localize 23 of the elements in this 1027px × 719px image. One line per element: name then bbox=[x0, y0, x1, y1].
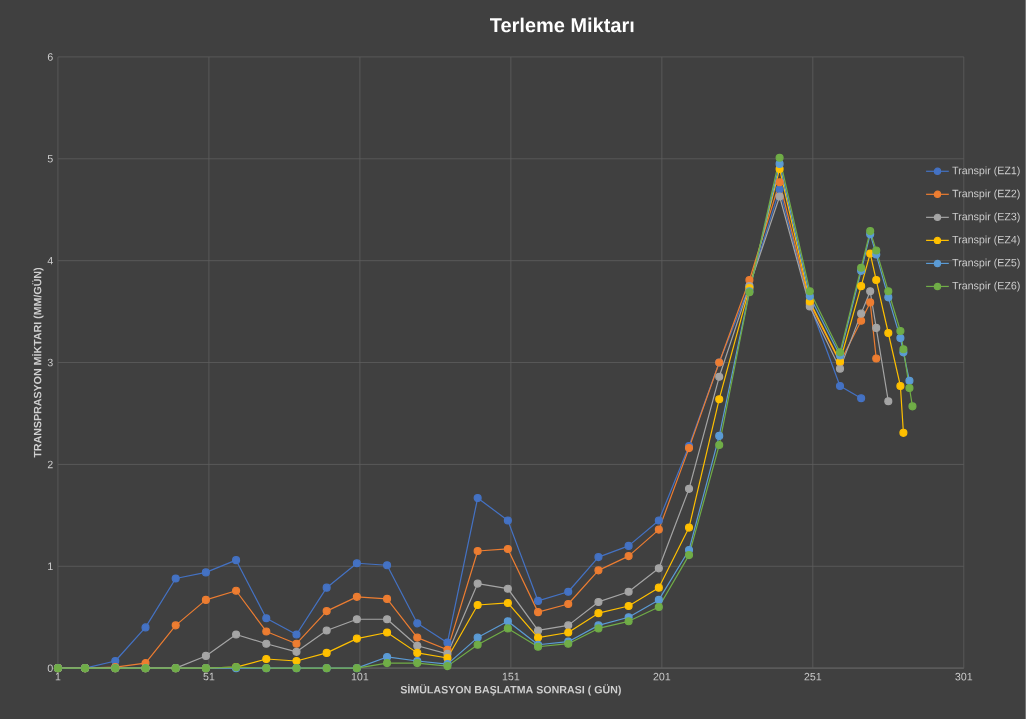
legend-label: Transpir (EZ2) bbox=[952, 189, 1020, 200]
x-tick-label: 1 bbox=[55, 672, 61, 681]
x-tick-label: 151 bbox=[502, 672, 520, 681]
y-axis-title: TRANSPRASYON MİKTARI (MM/GÜN) bbox=[32, 267, 44, 458]
y-tick-label: 4 bbox=[47, 256, 53, 265]
y-tick-label: 1 bbox=[48, 562, 53, 570]
chart-title: Terleme Miktarı bbox=[490, 17, 634, 33]
x-tick-label: 201 bbox=[653, 672, 671, 681]
y-tick-label: 3 bbox=[47, 358, 53, 367]
y-tick-label: 2 bbox=[47, 460, 53, 469]
y-tick-label: 0 bbox=[47, 664, 53, 672]
legend-label: Transpir (EZ5) bbox=[952, 258, 1020, 269]
x-tick-label: 51 bbox=[203, 672, 215, 681]
legend-label: Transpir (EZ4) bbox=[952, 235, 1020, 246]
x-tick-label: 101 bbox=[351, 672, 369, 681]
legend-label: Transpir (EZ3) bbox=[952, 212, 1020, 223]
x-axis-title: SİMÜLASYON BAŞLATMA SONRASI ( GÜN) bbox=[400, 684, 621, 696]
legend-label: Transpir (EZ6) bbox=[952, 281, 1020, 292]
legend-label: Transpir (EZ1) bbox=[952, 166, 1020, 177]
x-tick-label: 301 bbox=[955, 672, 973, 681]
y-tick-label: 6 bbox=[47, 53, 53, 61]
x-tick-label: 251 bbox=[804, 672, 822, 681]
y-tick-label: 5 bbox=[47, 155, 53, 163]
